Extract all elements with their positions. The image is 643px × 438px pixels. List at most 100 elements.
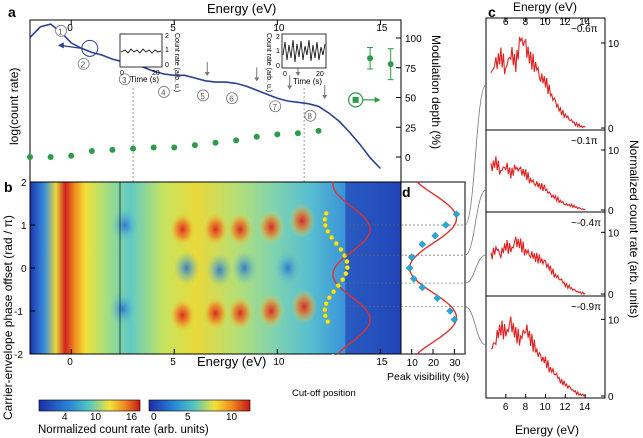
panel-a-y2-tick-label: 75	[405, 64, 417, 75]
heatmap-blob	[169, 298, 196, 333]
panel-b-xlabel: Energy (eV)	[197, 354, 266, 369]
annotation-circle	[226, 92, 238, 105]
inset-1-xtick-1: 20	[152, 70, 160, 77]
modulation-point	[47, 154, 54, 160]
heatmap-blob	[258, 294, 285, 328]
annotation-arrow-head	[287, 85, 293, 90]
modulation-point	[109, 146, 116, 153]
panel-b-x-tick-label: 5	[170, 357, 176, 368]
cutoff-dot	[335, 283, 341, 289]
modulation-point	[88, 148, 95, 155]
panel-c-top-tick-label: 8	[523, 17, 529, 28]
inset-2-ylabel: Count rate (arb. u.)	[265, 33, 272, 92]
modulation-point	[253, 133, 260, 140]
heatmap-blob	[109, 291, 136, 326]
panel-label-a: a	[8, 4, 16, 20]
inset-2-ytick-1: 1	[276, 48, 280, 55]
cutoff-dot	[342, 253, 348, 259]
panel-d-plot	[345, 181, 465, 355]
cutoff-arrow	[326, 353, 334, 385]
panel-b-y-tick-label: 2	[21, 178, 27, 189]
cutoff-dot	[331, 289, 337, 295]
cutoff-dot	[322, 222, 328, 228]
panel-a-y2-tick-label: 100	[405, 34, 422, 45]
panel-c-bottom-tick-label: 14	[579, 402, 591, 413]
panel-c-bottom-tick-label: 8	[523, 402, 529, 413]
heatmap-blob	[258, 210, 285, 245]
panel-label-b: b	[4, 179, 13, 195]
panel-c-top-tick-label: 6	[503, 17, 509, 28]
heatmap-blob	[173, 251, 200, 285]
modulation-point	[150, 144, 157, 151]
cutoff-dot	[344, 259, 350, 265]
modulation-point	[130, 145, 137, 152]
annotation-number: 8	[308, 112, 313, 121]
panel-a-y2-tick-label: 50	[405, 94, 417, 105]
colorbar-2-tick-2: 10	[226, 412, 238, 423]
heatmap-blob	[111, 208, 138, 242]
panel-c-bottom-tick-label: 6	[503, 402, 509, 413]
visibility-point	[442, 221, 450, 229]
panel-b-y-tick-label: 1	[21, 221, 27, 232]
panel-c-xlabel-top: Energy (eV)	[513, 0, 577, 14]
visibility-point	[418, 240, 427, 249]
panel-d-x-tick-label: 10	[407, 358, 419, 369]
cutoff-dot	[340, 277, 346, 283]
spectrum-y-tick-label: 10	[608, 146, 620, 157]
colorbar-1-tick-2: 16	[126, 412, 138, 423]
annotation-circle	[269, 100, 282, 113]
panel-a-x-tick-label: 0	[67, 23, 73, 34]
cutoff-dot	[323, 301, 329, 307]
visibility-point	[433, 294, 442, 302]
panel-label-c: c	[488, 4, 496, 20]
colorbar-label: Normalized count rate (arb. units)	[38, 424, 209, 436]
panel-connector-line	[464, 306, 487, 346]
spectrum-y-tick-label: 10	[608, 228, 620, 239]
panel-c-bottom-tick-label: 10	[540, 402, 552, 413]
modulation-point	[274, 131, 281, 138]
modulation-point	[315, 127, 322, 134]
heatmap-blob	[206, 253, 233, 288]
panel-c-plots: ~0.6π 0 10 ~0.1π 0 10 ~-0.4π 0 10 ~-0.9π 0 10 6 6 8 8 10…	[485, 17, 620, 413]
spectrum-phase-label: ~0.1π	[571, 136, 598, 147]
spectrum-y-tick-label: 0	[608, 206, 614, 217]
cutoff-dot	[322, 216, 328, 222]
inset-1: 0 20 Time (s) 0 1 2 Count rate (arb. u.)	[119, 33, 180, 92]
panel-b-model-curve	[332, 181, 371, 355]
modulation-point	[294, 130, 301, 137]
cutoff-dot	[323, 210, 329, 216]
annotation-arrow-head	[204, 72, 210, 76]
inset-2-xlabel: Time (s)	[293, 77, 322, 86]
panel-a-ylabel: log(count rate)	[7, 68, 21, 145]
modulation-point	[233, 137, 240, 144]
cutoff-label: Cut-off position	[292, 388, 356, 399]
heatmap-blob	[227, 212, 254, 247]
panel-c-xlabel-bottom: Energy (eV)	[515, 423, 579, 437]
panel-a-annotations: 1 2 3 4 5 6 7 8	[55, 24, 328, 122]
annotation-arrow-head	[254, 77, 260, 82]
cutoff-dot	[322, 307, 328, 313]
annotation-number: 6	[229, 95, 234, 104]
panel-a-frame	[29, 19, 402, 183]
modulation-point	[68, 152, 75, 159]
visibility-point	[446, 307, 454, 315]
panel-a-y2-ticks: 100 75 50 25 0	[396, 34, 422, 164]
panel-b-y-tick-label: 0	[21, 264, 27, 275]
inset-1-ytick-0: 0	[165, 62, 169, 69]
heatmap-blob	[291, 289, 318, 324]
panel-label-d: d	[402, 184, 411, 200]
heatmap-blob	[231, 251, 258, 285]
panel-connector-line	[464, 84, 487, 226]
modulation-point	[171, 144, 178, 151]
right-axis-arrow-head	[374, 96, 381, 103]
heatmap-blob	[169, 212, 196, 247]
cutoff-dot	[325, 319, 331, 325]
modulation-point	[387, 61, 394, 68]
panel-b-y-tick-label: -1	[14, 307, 23, 318]
panel-a-y2-tick-label: 0	[405, 153, 411, 164]
spectrum-line	[490, 236, 586, 295]
inset-1-ytick-1: 1	[165, 47, 169, 54]
panel-a-y2-tick-label: 25	[405, 123, 417, 134]
inset-1-xlabel: Time (s)	[130, 75, 159, 84]
annotation-circle	[197, 89, 210, 102]
